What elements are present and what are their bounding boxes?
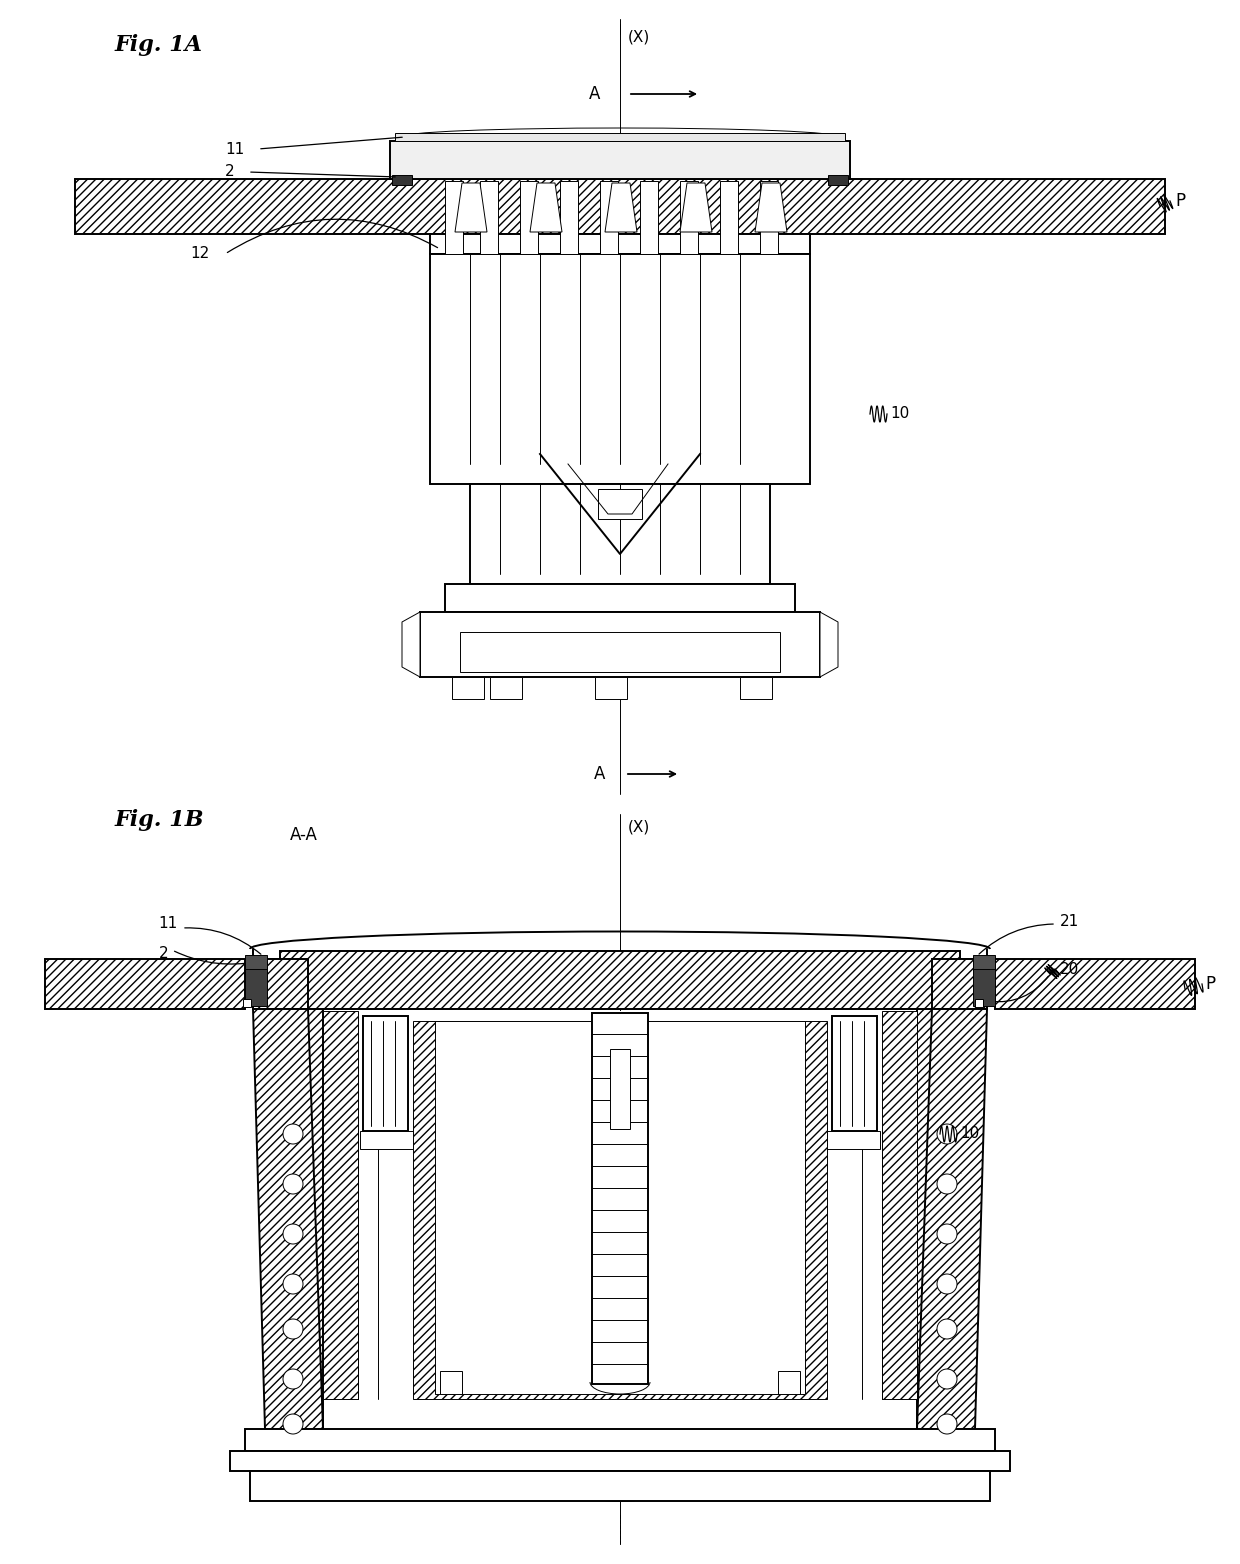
Bar xyxy=(250,1472,990,1501)
Bar xyxy=(640,181,658,253)
Text: 10: 10 xyxy=(960,1126,980,1142)
Text: 10: 10 xyxy=(890,407,909,422)
Text: Fig. 1A: Fig. 1A xyxy=(115,34,203,56)
Polygon shape xyxy=(529,183,562,231)
Circle shape xyxy=(937,1318,957,1339)
Bar xyxy=(760,181,777,253)
Bar xyxy=(994,959,1195,1009)
Circle shape xyxy=(937,1368,957,1389)
Bar xyxy=(740,677,773,699)
Circle shape xyxy=(937,1125,957,1143)
Polygon shape xyxy=(918,1009,987,1429)
Bar xyxy=(445,583,795,612)
Polygon shape xyxy=(402,612,420,677)
Circle shape xyxy=(283,1125,303,1143)
Bar xyxy=(610,1049,630,1129)
Circle shape xyxy=(283,1318,303,1339)
Bar xyxy=(280,951,960,1009)
Bar xyxy=(440,1372,463,1394)
Circle shape xyxy=(937,1414,957,1434)
Text: (X): (X) xyxy=(627,820,650,834)
Bar xyxy=(973,956,994,970)
Circle shape xyxy=(937,1275,957,1293)
Bar xyxy=(828,175,848,185)
Polygon shape xyxy=(755,183,787,231)
Bar xyxy=(720,181,738,253)
Text: 2: 2 xyxy=(159,946,167,962)
Bar xyxy=(229,1451,1011,1472)
Bar xyxy=(45,959,246,1009)
Circle shape xyxy=(937,1175,957,1193)
Bar xyxy=(322,1010,918,1429)
Bar xyxy=(453,677,484,699)
Circle shape xyxy=(283,1225,303,1243)
Text: A-A: A-A xyxy=(290,826,317,845)
Bar xyxy=(392,175,412,185)
Bar xyxy=(918,959,975,1429)
Text: (X): (X) xyxy=(627,30,650,44)
Bar xyxy=(832,1017,877,1131)
Text: 21: 21 xyxy=(1060,913,1079,929)
Bar xyxy=(413,1021,827,1400)
Bar xyxy=(827,1131,880,1150)
Bar xyxy=(246,962,267,1006)
Text: 11: 11 xyxy=(159,917,179,932)
Circle shape xyxy=(937,1225,957,1243)
Bar xyxy=(480,181,498,253)
Circle shape xyxy=(283,1414,303,1434)
Bar xyxy=(253,959,308,1009)
Bar xyxy=(680,181,698,253)
Polygon shape xyxy=(680,183,712,231)
Text: Fig. 1B: Fig. 1B xyxy=(115,809,205,830)
Bar xyxy=(396,133,844,141)
Polygon shape xyxy=(455,183,487,231)
Bar xyxy=(430,235,810,253)
Bar xyxy=(445,181,463,253)
Bar xyxy=(420,612,820,677)
Bar xyxy=(360,1131,413,1150)
Bar xyxy=(435,1021,805,1394)
Bar xyxy=(973,962,994,1006)
Circle shape xyxy=(283,1275,303,1293)
Circle shape xyxy=(283,1175,303,1193)
Text: P: P xyxy=(1205,974,1215,993)
Text: 11: 11 xyxy=(226,141,246,156)
Bar xyxy=(595,677,627,699)
Bar xyxy=(243,999,250,1007)
Bar xyxy=(460,632,780,673)
Bar xyxy=(598,490,642,519)
Text: 12: 12 xyxy=(191,247,210,261)
Bar xyxy=(246,956,267,970)
Text: 20: 20 xyxy=(1060,962,1079,976)
Bar xyxy=(591,1013,649,1384)
Bar xyxy=(520,181,538,253)
Bar xyxy=(322,1010,358,1400)
Bar xyxy=(882,1010,918,1400)
Polygon shape xyxy=(253,1009,322,1429)
Text: 2: 2 xyxy=(226,164,236,180)
Bar xyxy=(470,483,770,583)
Bar xyxy=(777,1372,800,1394)
Bar xyxy=(246,1429,994,1451)
Text: P: P xyxy=(1176,192,1185,210)
Bar xyxy=(490,677,522,699)
Bar xyxy=(975,999,983,1007)
Text: A: A xyxy=(594,765,605,784)
Bar xyxy=(74,178,1166,235)
Bar xyxy=(932,959,987,1009)
Circle shape xyxy=(283,1368,303,1389)
Bar xyxy=(430,253,810,483)
Bar xyxy=(363,1017,408,1131)
Bar xyxy=(265,959,322,1429)
Polygon shape xyxy=(820,612,838,677)
Bar xyxy=(600,181,618,253)
Polygon shape xyxy=(605,183,637,231)
Text: A: A xyxy=(589,84,600,103)
Bar xyxy=(560,181,578,253)
Bar xyxy=(391,141,849,178)
